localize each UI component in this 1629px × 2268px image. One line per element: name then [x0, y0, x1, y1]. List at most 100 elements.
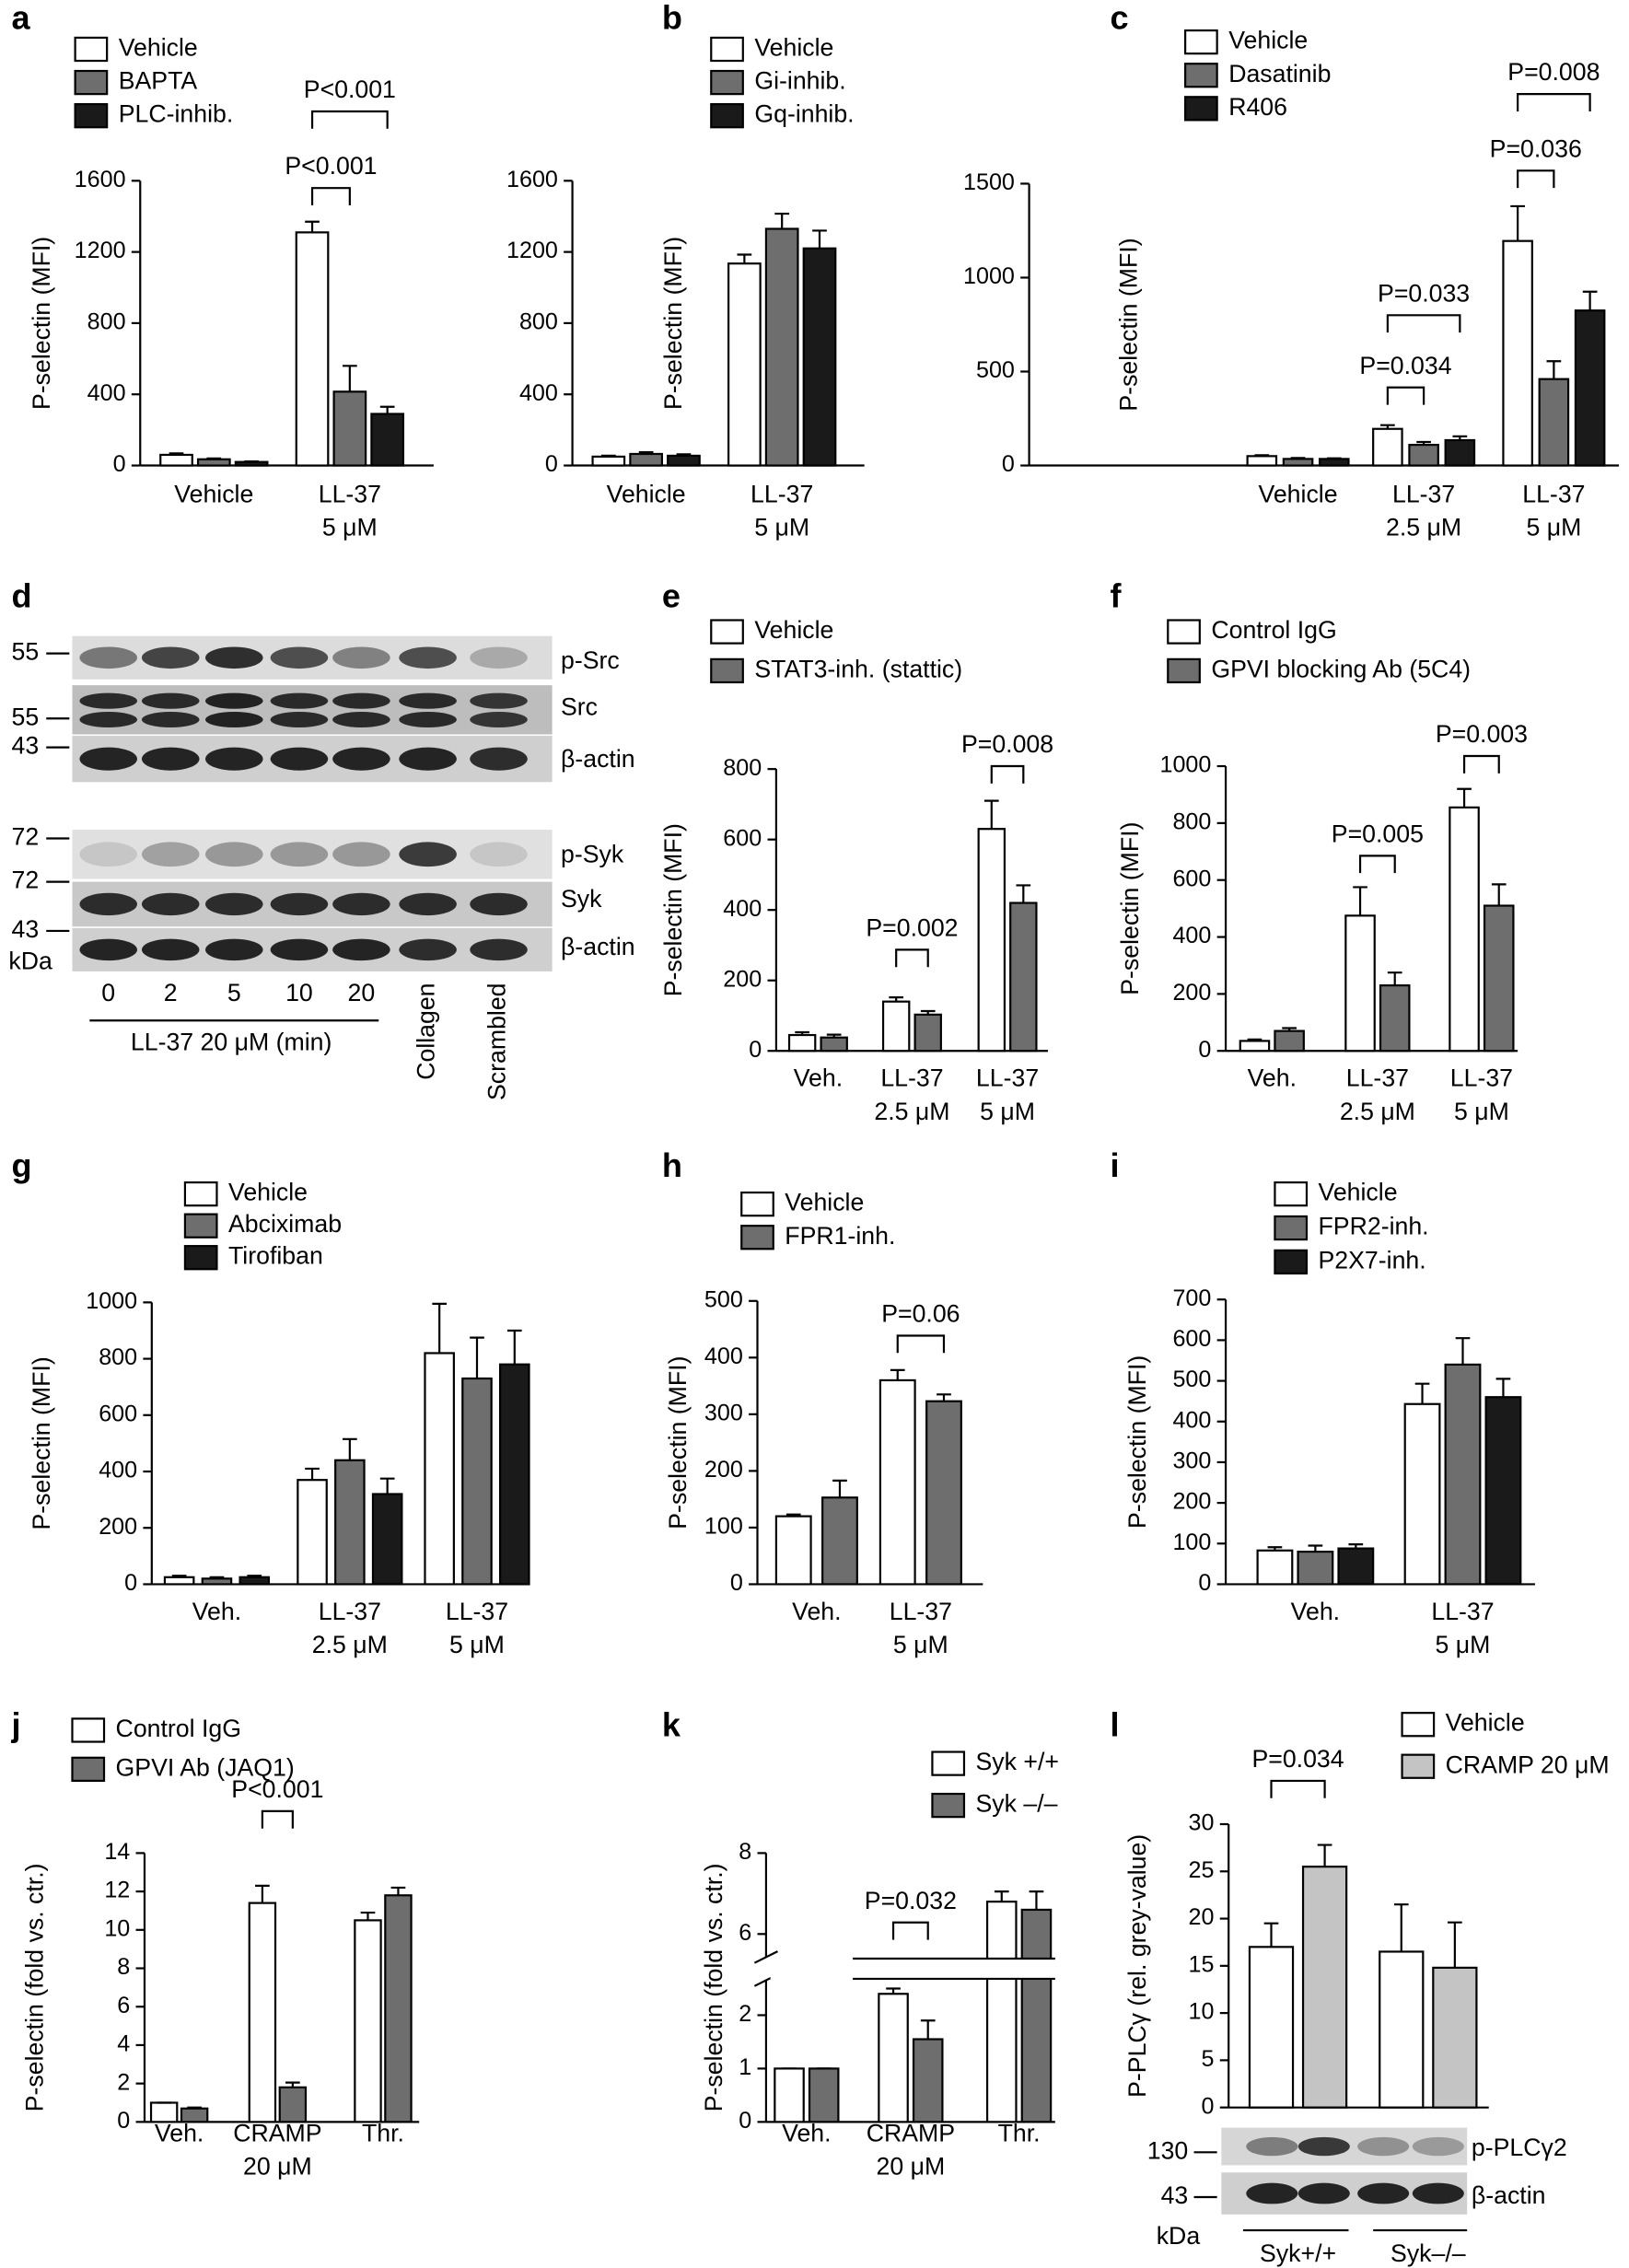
blot-band [399, 747, 457, 771]
bracket [1270, 1779, 1326, 1798]
error-bar [255, 1884, 270, 1903]
blot-band [141, 711, 200, 728]
y-tick-label: 600 [1172, 866, 1211, 891]
legend-swatch [1274, 1249, 1309, 1275]
error-bar [1455, 1337, 1471, 1365]
bar [977, 828, 1006, 1053]
error-bar [1247, 1038, 1262, 1041]
error-bar [305, 1467, 320, 1481]
y-axis-label: P-selectin (MFI) [28, 1356, 55, 1529]
x-tick-label: 5 μM [754, 514, 809, 541]
bracket [1386, 386, 1425, 405]
error-bar [244, 459, 259, 463]
bar [196, 458, 231, 467]
error-bar [1308, 1544, 1323, 1553]
bracket [1386, 314, 1461, 333]
y-tick-label: 500 [1172, 1367, 1211, 1392]
x-tick-label: LL-37 [880, 1064, 943, 1092]
blot-band [205, 747, 263, 771]
error-bar [1353, 886, 1367, 916]
blot-band [141, 938, 200, 961]
legend-label: Vehicle [1319, 1179, 1398, 1206]
x-tick-label: 5 μM [449, 1631, 505, 1658]
bar [1274, 1029, 1305, 1053]
x-tick-label: Thr. [362, 2120, 404, 2147]
bar [629, 452, 664, 467]
legend-label: Vehicle [1446, 1709, 1525, 1737]
y-tick-label: 30 [1189, 1810, 1215, 1836]
bar [878, 1378, 916, 1586]
x-tick-label: LL-37 [1346, 1064, 1409, 1092]
blot-band [332, 711, 390, 728]
legend-label: CRAMP 20 μM [1446, 1750, 1610, 1778]
bracket [310, 110, 389, 129]
error-bar [832, 1479, 847, 1498]
bracket [1358, 855, 1396, 874]
legend-label: P2X7-inh. [1319, 1246, 1426, 1274]
legend-swatch [740, 1225, 774, 1250]
band-label: Src [561, 692, 598, 720]
error-bar [1348, 1543, 1364, 1549]
y-axis-label: P-selectin (MFI) [659, 237, 687, 410]
error-bar [785, 1513, 801, 1517]
band-label: β-actin [561, 745, 635, 773]
legend-label: Vehicle [119, 34, 198, 62]
error-bar [920, 2019, 936, 2040]
bar [201, 1577, 233, 1586]
blot-band [270, 711, 329, 728]
blot-band [1412, 2136, 1464, 2157]
legend-label: STAT3-inh. (stattic) [754, 655, 962, 682]
error-bar [171, 1575, 187, 1577]
bar [1484, 1396, 1522, 1586]
y-tick-label: 300 [1172, 1448, 1211, 1474]
x-tick-label: Veh. [782, 2120, 831, 2147]
mw-unit: kDa [8, 948, 52, 975]
bar [1379, 984, 1411, 1053]
annotation: P=0.06 [881, 1300, 960, 1328]
panel-letter: e [662, 576, 681, 614]
error-bar [379, 1477, 395, 1495]
y-tick-label: 0 [739, 2108, 751, 2134]
blot-row [72, 685, 553, 735]
mw-marker: 55 [12, 638, 40, 666]
bar [802, 247, 837, 467]
y-tick-label: 800 [1172, 809, 1211, 835]
y-tick-label: 10 [1189, 1999, 1215, 2025]
y-tick-label: 0 [117, 2108, 130, 2134]
bar [1538, 378, 1570, 467]
annotation: P=0.034 [1359, 352, 1451, 379]
lane-group-label: LL-37 20 μM (min) [131, 1028, 332, 1055]
x-tick-label: 20 μM [877, 2153, 946, 2181]
legend-swatch [931, 1792, 966, 1819]
x-tick-label: Veh. [792, 1598, 841, 1625]
blot-band [270, 692, 329, 709]
y-axis-label: P-selectin (MFI) [1123, 1355, 1151, 1529]
lane-label: Scrambled [483, 983, 511, 1100]
legend-swatch [931, 1750, 966, 1776]
x-tick-label: CRAMP [867, 2120, 955, 2147]
y-tick-label: 600 [1172, 1326, 1211, 1352]
bar [239, 1576, 271, 1586]
legend-label: Vehicle [1228, 27, 1308, 54]
bracket [990, 764, 1025, 784]
legend-swatch [710, 36, 744, 63]
error-bar [305, 220, 320, 233]
error-bar [920, 1009, 936, 1015]
error-bar [676, 453, 692, 456]
bar [1408, 443, 1439, 467]
mw-marker: 72 [12, 866, 40, 894]
mw-marker: 130 [1147, 2136, 1189, 2164]
panel-letter: f [1110, 576, 1122, 614]
x-tick-label: 5 μM [1436, 1631, 1491, 1658]
bar [1301, 1866, 1348, 2109]
blot-band [141, 747, 200, 771]
y-tick-label: 15 [1189, 1951, 1215, 1977]
blot-band [1246, 2182, 1298, 2204]
y-tick-label: 0 [1198, 1037, 1211, 1063]
legend-label: Abciximab [228, 1210, 342, 1238]
legend-label: Dasatinib [1228, 60, 1331, 87]
y-tick-label: 200 [99, 1514, 137, 1540]
legend-swatch [710, 69, 744, 96]
error-bar [390, 1886, 406, 1896]
y-tick-label: 12 [104, 1878, 130, 1903]
